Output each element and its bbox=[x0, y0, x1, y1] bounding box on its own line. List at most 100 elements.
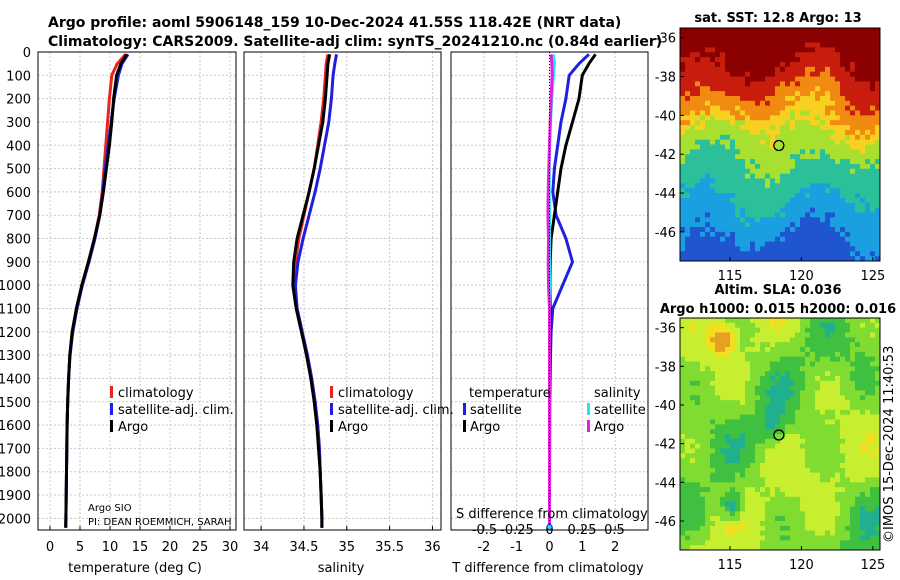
map-cell bbox=[695, 86, 701, 92]
map-cell bbox=[760, 458, 766, 464]
map-cell bbox=[745, 545, 751, 550]
map-cell bbox=[860, 448, 866, 454]
map-cell bbox=[830, 197, 836, 204]
map-cell bbox=[790, 212, 796, 218]
map-cell bbox=[690, 197, 696, 204]
map-cell bbox=[705, 477, 711, 483]
map-cell bbox=[840, 236, 846, 243]
map-cell bbox=[820, 327, 826, 334]
map-cell bbox=[720, 105, 726, 112]
map-cell bbox=[795, 506, 801, 512]
map-cell bbox=[690, 521, 696, 527]
map-cell bbox=[740, 178, 746, 184]
map-cell bbox=[765, 246, 771, 252]
map-cell bbox=[740, 66, 746, 73]
map-cell bbox=[755, 342, 761, 348]
map-cell bbox=[710, 100, 716, 107]
map-cell bbox=[755, 501, 761, 508]
map-cell bbox=[750, 477, 756, 483]
map-cell bbox=[690, 139, 696, 146]
map-cell bbox=[850, 246, 856, 252]
map-cell bbox=[800, 149, 806, 155]
map-cell bbox=[680, 105, 686, 112]
map-cell bbox=[865, 159, 871, 165]
map-cell bbox=[870, 47, 876, 53]
map-cell bbox=[730, 545, 736, 550]
map-cell bbox=[820, 168, 826, 175]
map-cell bbox=[725, 482, 731, 488]
map-cell bbox=[780, 178, 786, 184]
map-cell bbox=[795, 227, 801, 233]
map-cell bbox=[810, 530, 816, 537]
map-cell bbox=[750, 134, 756, 141]
map-cell bbox=[750, 61, 756, 68]
map-cell bbox=[795, 443, 801, 450]
map-cell bbox=[755, 467, 761, 474]
map-cell bbox=[815, 409, 821, 416]
map-cell bbox=[865, 347, 871, 353]
map-cell bbox=[870, 163, 876, 170]
map-cell bbox=[735, 144, 741, 150]
map-cell bbox=[870, 351, 876, 358]
map-cell bbox=[875, 516, 880, 522]
map-cell bbox=[710, 482, 716, 488]
map-cell bbox=[825, 76, 831, 82]
map-cell bbox=[740, 385, 746, 392]
map-cell bbox=[725, 110, 731, 116]
map-cell bbox=[705, 361, 711, 367]
map-cell bbox=[730, 516, 736, 522]
map-cell bbox=[785, 448, 791, 454]
map-cell bbox=[730, 42, 736, 49]
map-cell bbox=[705, 178, 711, 184]
map-cell bbox=[810, 525, 816, 532]
map-cell bbox=[770, 183, 776, 189]
map-cell bbox=[860, 217, 866, 223]
map-cell bbox=[690, 222, 696, 228]
map-cell bbox=[855, 256, 861, 261]
map-cell bbox=[875, 47, 880, 53]
map-cell bbox=[795, 28, 801, 34]
map-cell bbox=[750, 76, 756, 82]
map-cell bbox=[795, 222, 801, 228]
map-cell bbox=[730, 163, 736, 170]
map-cell bbox=[765, 66, 771, 73]
map-cell bbox=[760, 61, 766, 68]
map-cell bbox=[830, 545, 836, 550]
map-cell bbox=[705, 57, 711, 63]
map-cell bbox=[805, 458, 811, 464]
x-tick-label: 5 bbox=[76, 540, 84, 555]
legend-title-temperature: temperature bbox=[469, 386, 551, 401]
map-cell bbox=[820, 217, 826, 223]
map-cell bbox=[740, 61, 746, 68]
map-cell bbox=[735, 246, 741, 252]
map-cell bbox=[740, 366, 746, 372]
map-cell bbox=[735, 163, 741, 170]
map-cell bbox=[725, 535, 731, 541]
map-cell bbox=[735, 380, 741, 387]
map-cell bbox=[870, 159, 876, 165]
map-cell bbox=[845, 110, 851, 116]
map-cell bbox=[765, 366, 771, 372]
map-cell bbox=[825, 231, 831, 238]
map-cell bbox=[755, 231, 761, 238]
map-cell bbox=[685, 347, 691, 353]
map-cell bbox=[685, 405, 691, 411]
map-cell bbox=[690, 545, 696, 550]
map-cell bbox=[710, 467, 716, 474]
map-cell bbox=[805, 477, 811, 483]
map-cell bbox=[770, 37, 776, 44]
map-cell bbox=[870, 178, 876, 184]
map-cell bbox=[705, 139, 711, 146]
legend-label-s-argo: Argo bbox=[594, 420, 624, 435]
map-cell bbox=[705, 385, 711, 392]
map-cell bbox=[790, 193, 796, 199]
map-cell bbox=[785, 227, 791, 233]
map-cell bbox=[785, 159, 791, 165]
map-cell bbox=[810, 66, 816, 73]
x-tick-label: -1 bbox=[510, 540, 523, 555]
map-cell bbox=[695, 52, 701, 58]
map-cell bbox=[770, 236, 776, 243]
map-cell bbox=[795, 241, 801, 248]
map-cell bbox=[790, 395, 796, 401]
map-cell bbox=[690, 32, 696, 39]
